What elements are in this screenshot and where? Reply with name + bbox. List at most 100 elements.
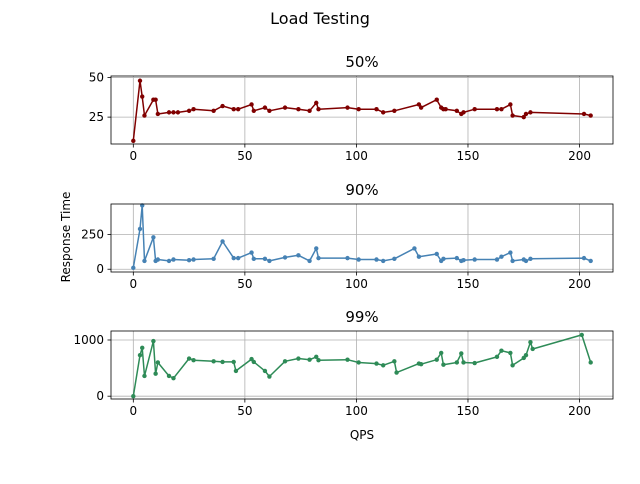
data-point [528,110,533,115]
data-point [461,258,466,263]
data-point [282,105,288,110]
data-point [191,358,196,363]
data-point [137,352,143,358]
data-point [251,108,256,113]
data-point [472,360,477,366]
data-point [454,255,460,261]
x-tick-label: 0 [129,277,137,291]
data-point [166,110,172,115]
data-point [296,107,301,112]
data-point [394,370,399,375]
data-point [142,258,147,264]
data-point [249,250,254,255]
x-tick-label: 100 [345,404,368,418]
data-point [461,360,466,365]
x-tick-label: 150 [457,404,480,418]
data-point [153,371,158,376]
data-point [314,246,319,251]
data-point [461,110,466,115]
data-point [282,359,288,364]
data-point [142,113,147,118]
plot-frame [110,330,614,400]
data-point [380,110,386,115]
data-point [249,102,254,107]
figure-title: Load Testing [270,9,370,28]
data-point [510,113,515,118]
data-point [454,108,460,113]
data-point [251,359,256,365]
subplot-2: 0 50 100 150 200 0 250 90% [81,181,614,291]
data-point [588,113,593,118]
x-tick-label: 100 [345,149,368,163]
data-point [510,363,515,368]
data-point [345,255,350,261]
data-point [374,361,379,366]
x-tick-label: 200 [568,404,591,418]
x-tick-label: 50 [237,277,252,291]
data-point [316,255,321,261]
data-point [186,108,192,113]
data-point [581,111,587,117]
data-point [418,105,424,110]
data-point [131,265,136,271]
data-point [441,362,446,367]
subplot-title: 90% [345,181,378,199]
y-tick-label: 25 [89,110,104,124]
y-tick-label: 0 [96,389,104,403]
data-point [155,111,161,117]
x-tick-label: 0 [129,149,137,163]
subplot-1: 0 50 100 150 200 25 50 50% [89,53,614,163]
data-point [508,102,513,107]
data-point [171,110,176,115]
data-point [356,257,361,262]
x-tick-label: 50 [237,404,252,418]
data-point [434,251,439,257]
subplot-3: 0 50 100 150 200 0 1000 99% [73,308,614,418]
data-point [220,103,225,109]
data-point [434,357,439,362]
data-point [494,107,500,112]
data-point [418,361,424,367]
data-point [233,368,239,374]
y-tick-label: 0 [96,262,104,276]
data-point [314,100,319,106]
y-tick-label: 50 [89,71,104,85]
data-point [356,360,361,365]
panels: 0 50 100 150 200 25 50 50% 0 50 100 150 200 0 250 90% 0 5… [73,53,614,418]
data-point [267,258,272,264]
data-point [494,257,500,262]
data-point [523,258,529,264]
data-point [211,256,216,262]
data-point [579,332,584,338]
x-tick-label: 150 [457,149,480,163]
x-tick-label: 200 [568,149,591,163]
y-tick-label: 250 [81,228,104,242]
data-point [155,257,161,262]
data-point [186,258,192,263]
data-point [140,94,145,99]
data-point [296,356,301,361]
data-point [528,340,533,345]
data-point [191,107,196,112]
data-point [314,354,319,360]
data-point [166,373,172,379]
data-point [508,250,513,255]
x-tick-label: 0 [129,404,137,418]
data-point [510,258,515,264]
data-point [356,107,361,112]
data-point [231,255,236,261]
data-point [472,107,477,112]
data-point [380,363,386,368]
plot-frame [110,203,614,273]
data-point [523,111,529,117]
data-point [175,110,181,115]
data-point [267,374,272,379]
data-point [530,346,535,352]
data-point [499,254,504,259]
plot-frame [110,75,614,145]
data-point [374,107,379,112]
data-point [155,360,161,365]
data-point [171,376,176,381]
